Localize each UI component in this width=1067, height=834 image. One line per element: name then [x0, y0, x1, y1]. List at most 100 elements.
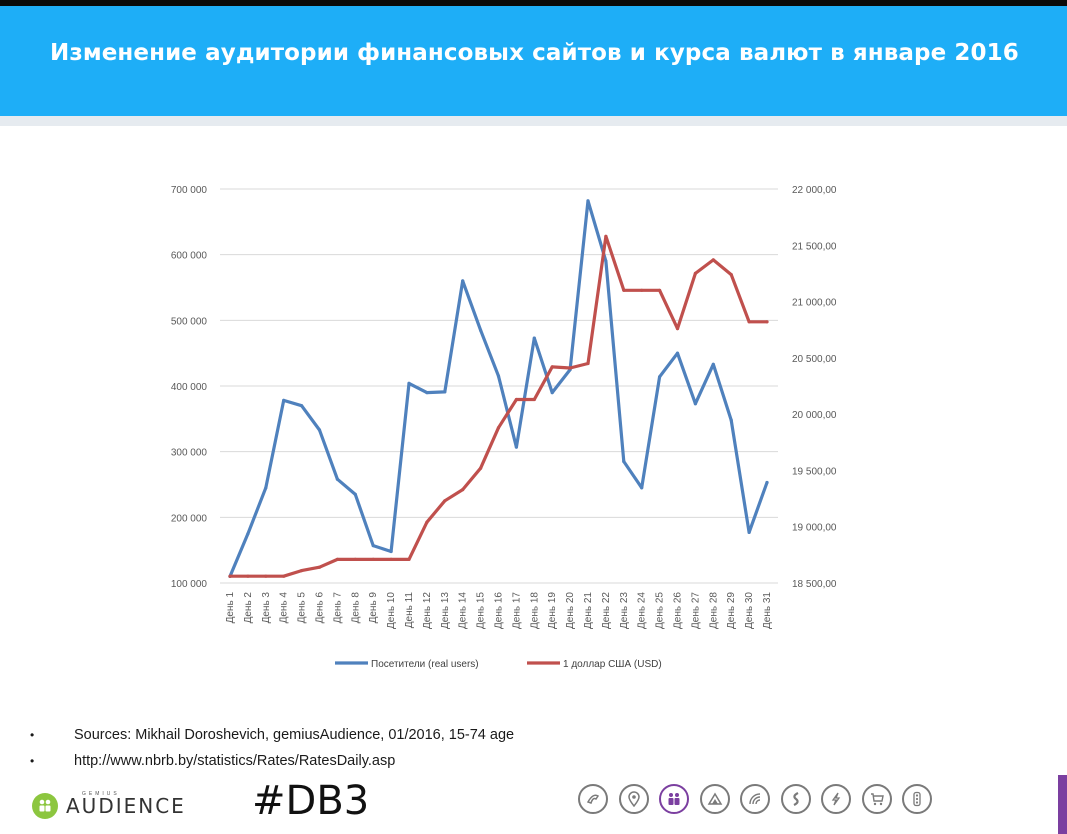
data-point-1	[693, 402, 698, 406]
gemius-audience-logo: GEMIUS AUDIENCE	[32, 788, 186, 824]
data-point-2	[264, 574, 268, 578]
x-tick-label: День 29	[726, 592, 737, 629]
x-tick-label: День 28	[708, 592, 719, 629]
chart: 700 000 600 000 500 000 400 000 300 000 200 0…	[171, 185, 837, 670]
data-point-1	[335, 477, 339, 481]
data-point-1	[317, 428, 322, 432]
data-point-2	[514, 397, 519, 402]
logo-text: AUDIENCE	[66, 794, 186, 818]
data-point-1	[658, 375, 662, 379]
mountain-icon[interactable]	[699, 784, 730, 814]
x-tick-label: День 6	[315, 592, 326, 624]
series-lines	[228, 199, 769, 579]
data-point-1	[622, 459, 626, 464]
data-point-1	[479, 328, 483, 332]
x-tick-label: День 3	[261, 592, 272, 624]
data-point-2	[675, 327, 680, 331]
x-tick-label: День 5	[297, 592, 308, 624]
data-point-1	[461, 279, 465, 283]
page-title: Изменение аудитории финансовых сайтов и …	[50, 40, 1019, 66]
top-bar	[0, 0, 1067, 6]
left-tick-label: 600 000	[171, 251, 208, 262]
audience-logo-icon	[32, 793, 58, 819]
data-point-1	[353, 492, 357, 496]
data-point-2	[532, 397, 536, 402]
data-point-1	[675, 351, 680, 355]
data-point-2	[693, 271, 698, 275]
data-point-2	[729, 273, 733, 277]
accent-strip	[1058, 775, 1067, 834]
finance-icon[interactable]	[780, 784, 811, 814]
data-point-2	[622, 288, 626, 292]
right-tick-label: 21 500,00	[792, 241, 837, 252]
data-point-1	[532, 336, 536, 340]
data-point-1	[246, 532, 250, 536]
source-text: Sources: Mikhail Doroshevich, gemiusAudi…	[74, 727, 515, 743]
left-tick-label: 200 000	[171, 513, 208, 524]
source-link[interactable]: http://www.nbrb.by/statistics/Rates/Rate…	[74, 753, 396, 769]
x-tick-label: День 17	[511, 592, 522, 629]
shopping-cart-icon[interactable]	[861, 784, 892, 814]
data-point-2	[317, 565, 322, 569]
legend: Посетители (real users) 1 доллар США (USD…	[335, 659, 662, 670]
right-tick-label: 21 000,00	[792, 298, 837, 309]
data-point-1	[425, 391, 429, 395]
location-pin-icon[interactable]	[618, 784, 649, 814]
x-axis-ticks: День 1 День 2 День 3 День 4 День 5 День 6 День…	[225, 592, 773, 629]
data-point-2	[228, 574, 232, 578]
data-point-2	[747, 320, 751, 324]
data-point-2	[765, 320, 769, 324]
x-tick-label: День 23	[619, 592, 630, 629]
data-point-1	[496, 374, 501, 378]
x-tick-label: День 30	[744, 592, 755, 629]
x-tick-label: День 19	[547, 592, 558, 629]
right-tick-label: 22 000,00	[792, 185, 837, 196]
x-tick-label: День 18	[529, 592, 540, 629]
data-point-2	[568, 366, 572, 370]
data-point-1	[389, 549, 393, 554]
x-tick-label: День 20	[565, 592, 576, 629]
left-tick-label: 700 000	[171, 185, 208, 196]
data-point-2	[550, 365, 554, 369]
x-tick-label: День 15	[476, 592, 487, 629]
hashtag: #DB3	[252, 778, 370, 824]
data-point-2	[461, 488, 465, 492]
audience-icon[interactable]	[659, 784, 689, 814]
data-point-2	[389, 557, 393, 562]
x-tick-label: День 8	[350, 592, 361, 624]
legend-label-1: Посетители (real users)	[371, 659, 479, 670]
data-point-1	[443, 390, 447, 394]
x-tick-label: День 26	[673, 592, 684, 629]
left-axis-ticks: 700 000 600 000 500 000 400 000 300 000 200 0…	[171, 185, 208, 590]
data-point-1	[264, 486, 268, 490]
left-tick-label: 500 000	[171, 316, 208, 327]
data-point-1	[711, 362, 715, 366]
x-tick-label: День 14	[458, 592, 469, 629]
data-point-1	[640, 486, 644, 490]
x-tick-label: День 7	[332, 592, 343, 624]
series-line-1	[228, 199, 769, 579]
telecom-icon[interactable]	[578, 784, 608, 814]
data-point-2	[496, 426, 501, 430]
data-point-2	[407, 557, 411, 562]
data-point-2	[604, 234, 608, 238]
x-tick-label: День 4	[279, 592, 290, 624]
x-tick-label: День 16	[494, 592, 505, 629]
x-tick-label: День 9	[368, 592, 379, 624]
right-tick-label: 19 500,00	[792, 466, 837, 477]
data-point-1	[282, 398, 286, 402]
right-tick-label: 20 000,00	[792, 410, 837, 421]
traffic-light-icon[interactable]	[902, 784, 932, 814]
data-point-2	[711, 258, 715, 262]
data-point-1	[371, 544, 375, 548]
x-tick-label: День 11	[404, 592, 415, 629]
source-item: • http://www.nbrb.by/statistics/Rates/Rat…	[30, 753, 396, 769]
header-bar: Изменение аудитории финансовых сайтов и …	[0, 6, 1067, 116]
grid-lines	[220, 188, 778, 584]
data-point-1	[550, 391, 554, 395]
energy-icon[interactable]	[821, 784, 851, 814]
right-tick-label: 19 000,00	[792, 523, 837, 534]
wifi-icon[interactable]	[740, 784, 770, 814]
right-tick-label: 20 500,00	[792, 354, 837, 365]
x-tick-label: День 27	[690, 592, 701, 629]
